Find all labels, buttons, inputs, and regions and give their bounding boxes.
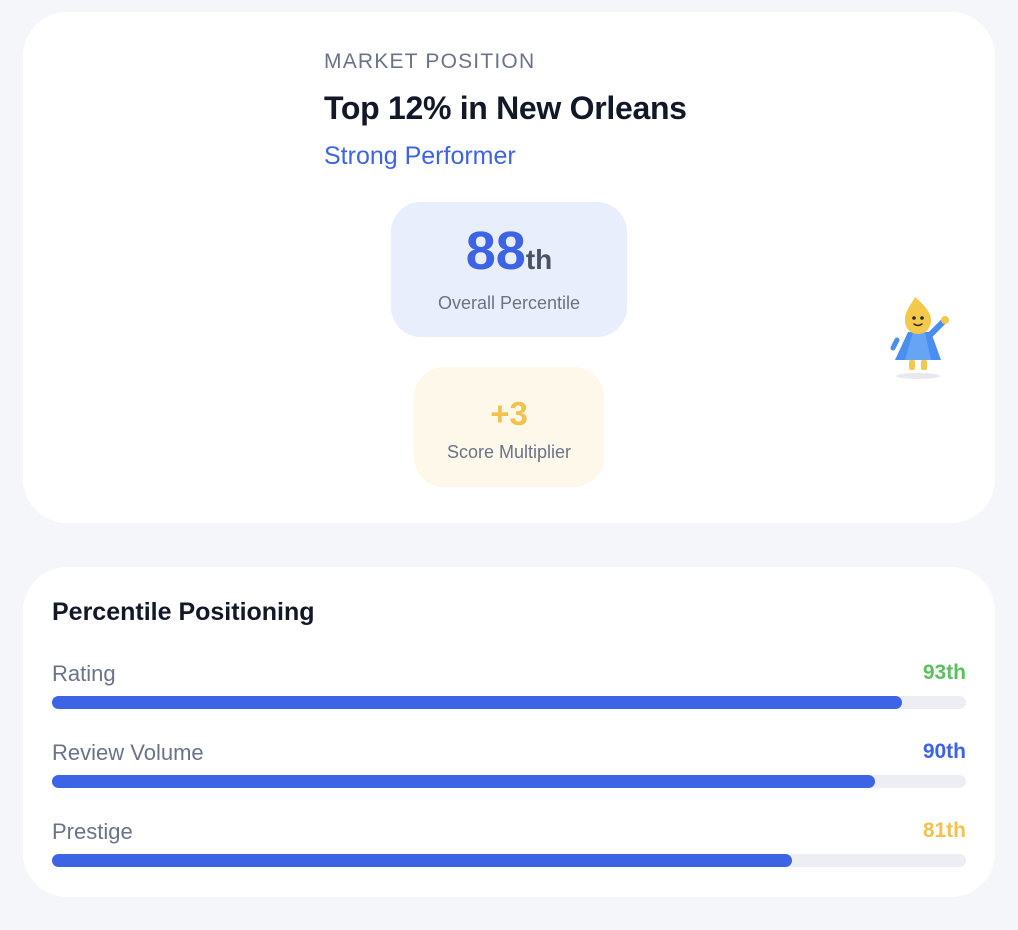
progress-track: [52, 696, 966, 709]
progress-track: [52, 854, 966, 867]
progress-fill: [52, 854, 793, 867]
overall-percentile-caption: Overall Percentile: [437, 293, 581, 313]
market-position-card: MARKET POSITION Top 12% in New Orleans S…: [23, 12, 995, 523]
metric-row-prestige: Prestige 81th: [52, 819, 966, 879]
overall-percentile-number: 88: [465, 221, 526, 281]
metric-label: Rating: [52, 661, 116, 686]
percentile-positioning-card: Percentile Positioning Rating 93th Revie…: [23, 567, 995, 897]
metric-row-review-volume: Review Volume 90th: [52, 740, 966, 800]
mascot-waving-icon: [885, 290, 955, 382]
metric-value: 93th: [922, 661, 966, 684]
metric-label: Review Volume: [52, 740, 204, 765]
progress-fill: [52, 775, 875, 788]
progress-track: [52, 775, 966, 788]
overall-percentile-tile: 88th Overall Percentile: [391, 202, 627, 337]
metric-row-rating: Rating 93th: [52, 661, 966, 721]
performance-tier-label: Strong Performer: [324, 142, 516, 170]
metric-label: Prestige: [52, 819, 133, 844]
section-title: Percentile Positioning: [52, 598, 315, 626]
overall-percentile-value: 88th: [391, 224, 627, 278]
market-position-headline: Top 12% in New Orleans: [324, 90, 687, 126]
score-multiplier-value: +3: [490, 395, 528, 432]
market-position-eyebrow: MARKET POSITION: [324, 50, 536, 73]
progress-fill: [52, 696, 903, 709]
score-multiplier-caption: Score Multiplier: [446, 442, 572, 462]
metric-value: 81th: [922, 819, 966, 842]
overall-percentile-suffix: th: [525, 244, 553, 275]
metric-value: 90th: [922, 740, 966, 763]
score-multiplier-tile: +3 Score Multiplier: [414, 367, 604, 487]
